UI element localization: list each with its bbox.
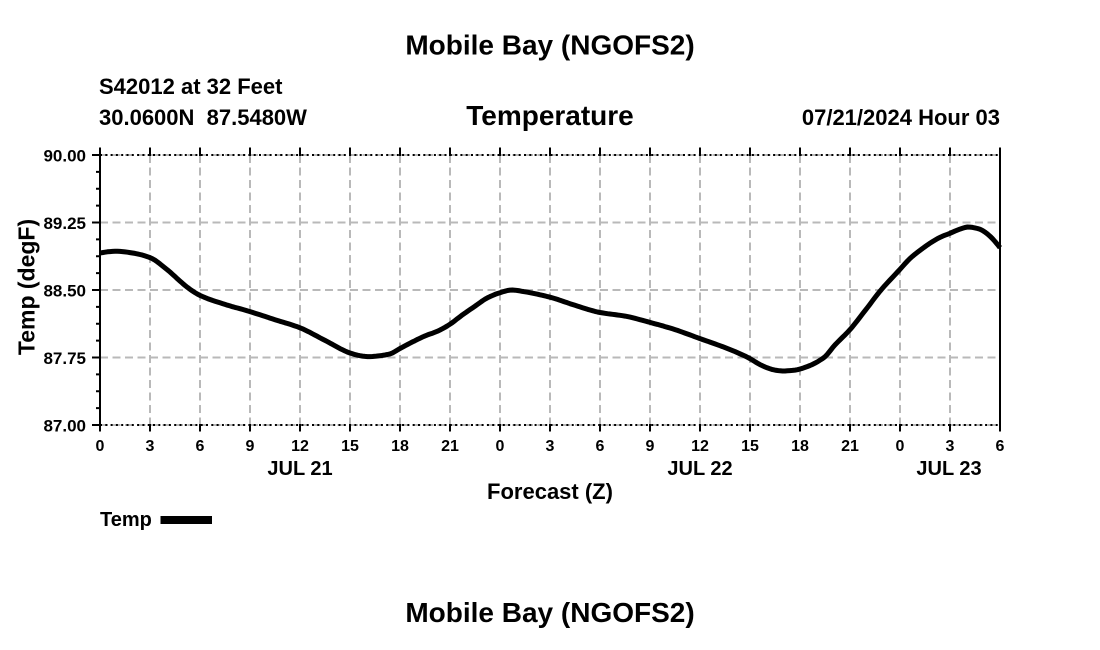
svg-text:9: 9 (646, 438, 655, 455)
svg-text:3: 3 (146, 438, 155, 455)
svg-text:0: 0 (496, 438, 505, 455)
svg-text:87.00: 87.00 (43, 417, 86, 436)
svg-text:6: 6 (996, 438, 1005, 455)
svg-text:Temp (degF): Temp (degF) (14, 219, 40, 355)
svg-text:21: 21 (841, 438, 859, 455)
svg-text:15: 15 (741, 438, 759, 455)
svg-text:3: 3 (546, 438, 555, 455)
svg-text:Forecast (Z): Forecast (Z) (487, 479, 613, 504)
svg-text:90.00: 90.00 (43, 147, 86, 166)
svg-text:3: 3 (946, 438, 955, 455)
svg-text:21: 21 (441, 438, 459, 455)
svg-text:Temp: Temp (100, 509, 152, 531)
svg-text:9: 9 (246, 438, 255, 455)
svg-text:Mobile Bay (NGOFS2): Mobile Bay (NGOFS2) (405, 597, 694, 628)
svg-text:12: 12 (291, 438, 309, 455)
svg-text:Mobile Bay (NGOFS2): Mobile Bay (NGOFS2) (405, 30, 694, 61)
svg-text:88.50: 88.50 (43, 282, 86, 301)
svg-text:JUL 21: JUL 21 (267, 458, 332, 480)
svg-text:Temperature: Temperature (466, 100, 634, 131)
svg-text:18: 18 (791, 438, 809, 455)
svg-text:18: 18 (391, 438, 409, 455)
svg-text:S42012 at 32 Feet: S42012 at 32 Feet (99, 74, 283, 99)
svg-text:6: 6 (596, 438, 605, 455)
svg-text:87.75: 87.75 (43, 349, 86, 368)
svg-text:JUL 22: JUL 22 (667, 458, 732, 480)
svg-text:JUL 23: JUL 23 (916, 458, 981, 480)
svg-text:6: 6 (196, 438, 205, 455)
svg-text:30.0600N 87.5480W: 30.0600N 87.5480W (99, 105, 307, 130)
svg-text:89.25: 89.25 (43, 214, 86, 233)
svg-text:07/21/2024 Hour 03: 07/21/2024 Hour 03 (802, 105, 1000, 130)
svg-text:15: 15 (341, 438, 359, 455)
svg-text:12: 12 (691, 438, 709, 455)
svg-text:0: 0 (96, 438, 105, 455)
svg-text:0: 0 (896, 438, 905, 455)
